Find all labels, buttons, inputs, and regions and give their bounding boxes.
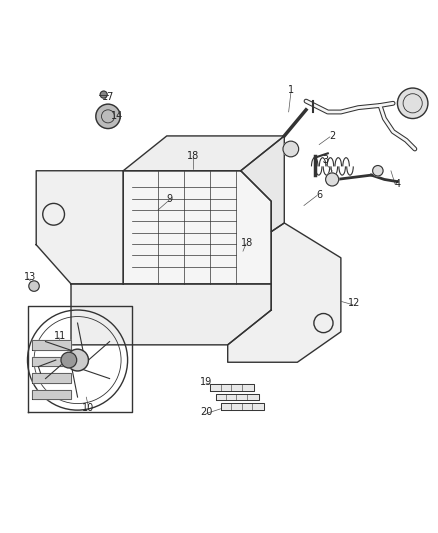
Circle shape bbox=[29, 281, 39, 292]
Text: 12: 12 bbox=[348, 298, 360, 309]
Text: 19: 19 bbox=[200, 377, 212, 387]
Text: 18: 18 bbox=[187, 150, 199, 160]
Circle shape bbox=[67, 349, 88, 371]
Circle shape bbox=[373, 166, 383, 176]
Polygon shape bbox=[32, 373, 71, 383]
Polygon shape bbox=[210, 384, 254, 391]
Text: 9: 9 bbox=[166, 194, 172, 204]
Circle shape bbox=[61, 352, 77, 368]
Circle shape bbox=[325, 173, 339, 186]
Polygon shape bbox=[32, 340, 71, 350]
Text: 18: 18 bbox=[241, 238, 254, 247]
Text: 13: 13 bbox=[24, 272, 36, 282]
Text: 11: 11 bbox=[54, 331, 66, 341]
Text: 3: 3 bbox=[322, 155, 328, 165]
Text: 2: 2 bbox=[329, 131, 335, 141]
Circle shape bbox=[100, 91, 107, 98]
Text: 20: 20 bbox=[200, 407, 212, 417]
Polygon shape bbox=[228, 223, 341, 362]
Circle shape bbox=[397, 88, 428, 118]
Polygon shape bbox=[32, 390, 71, 399]
Text: 1: 1 bbox=[288, 85, 294, 95]
Polygon shape bbox=[71, 284, 271, 345]
Polygon shape bbox=[123, 171, 271, 284]
Polygon shape bbox=[241, 136, 284, 232]
Text: 10: 10 bbox=[82, 403, 95, 413]
Polygon shape bbox=[123, 136, 284, 171]
Polygon shape bbox=[215, 393, 259, 400]
Text: 4: 4 bbox=[394, 179, 400, 189]
Text: 17: 17 bbox=[102, 92, 114, 102]
Text: 6: 6 bbox=[316, 190, 322, 200]
Polygon shape bbox=[32, 357, 71, 366]
Circle shape bbox=[96, 104, 120, 128]
Circle shape bbox=[283, 141, 299, 157]
Polygon shape bbox=[36, 171, 123, 284]
Text: 14: 14 bbox=[111, 111, 123, 122]
Polygon shape bbox=[221, 403, 264, 410]
